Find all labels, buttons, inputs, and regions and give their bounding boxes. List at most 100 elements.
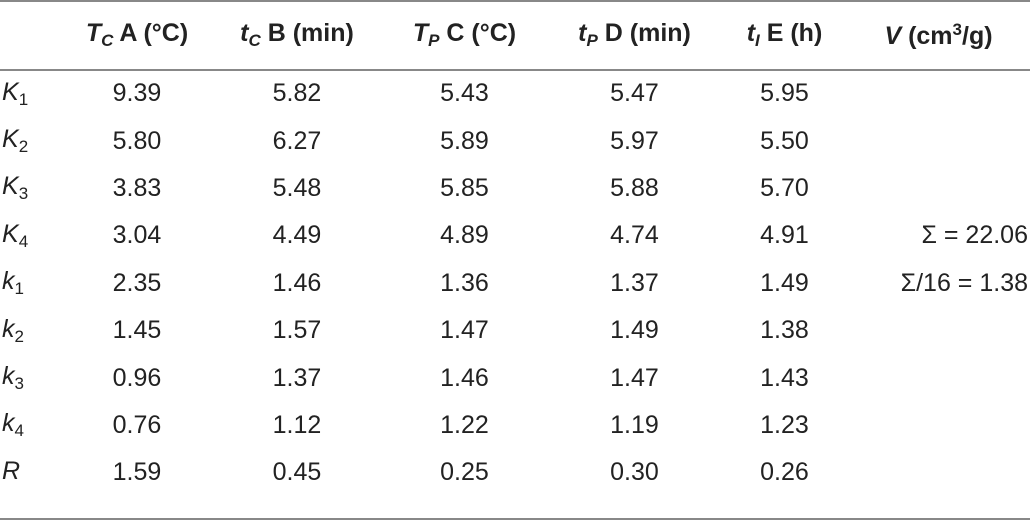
- summary-cell: Σ/16 = 1.38: [900, 268, 1028, 297]
- table-cell: 5.82: [272, 79, 322, 108]
- table-row: K3 3.83 5.48 5.85 5.88 5.70: [0, 165, 1030, 212]
- table-cell: 4.91: [760, 221, 809, 250]
- table-row: k3 0.96 1.37 1.46 1.47 1.43: [0, 354, 1030, 401]
- row-label: k2: [0, 307, 62, 354]
- summary-cell: [847, 307, 1030, 354]
- table-cell: 1.59: [112, 458, 162, 487]
- row-label: K2: [0, 117, 62, 164]
- row-subscript: 3: [18, 184, 29, 204]
- summary-cell: [847, 117, 1030, 164]
- table-cell: 5.95: [760, 79, 809, 108]
- header-subscript: P: [586, 31, 598, 50]
- row-subscript: 1: [14, 279, 24, 299]
- row-subscript: 4: [18, 231, 29, 251]
- header-subscript: C: [248, 31, 261, 50]
- table-cell: 1.46: [272, 268, 322, 297]
- table-cell: 3.83: [112, 173, 162, 202]
- table-cell: 2.35: [112, 268, 162, 297]
- table-cell: 1.47: [610, 363, 659, 392]
- row-label: k3: [0, 354, 62, 401]
- table-cell: 4.49: [272, 221, 322, 250]
- header-symbol: t: [578, 19, 587, 47]
- table-row: R 1.59 0.45 0.25 0.30 0.26: [0, 449, 1030, 496]
- header-superscript: 3: [952, 19, 962, 39]
- table-cell: 1.49: [610, 316, 659, 345]
- row-symbol: k: [2, 267, 15, 296]
- row-subscript: 1: [18, 89, 29, 109]
- header-col-2: tC B (min): [212, 0, 382, 70]
- row-label: R: [0, 449, 62, 496]
- table-cell: 6.27: [272, 126, 322, 155]
- table-row: k2 1.45 1.57 1.47 1.49 1.38: [0, 307, 1030, 354]
- header-rule: [0, 69, 1030, 71]
- table-cell: 5.88: [610, 173, 659, 202]
- row-symbol: k: [2, 362, 15, 391]
- row-symbol: R: [2, 456, 21, 485]
- header-col-1: TC A (°C): [62, 0, 212, 70]
- table-cell: 1.47: [440, 316, 489, 345]
- header-label: E (h): [759, 19, 823, 47]
- header-col-5: tI E (h): [722, 0, 847, 70]
- row-subscript: 2: [18, 137, 29, 157]
- table-cell: 5.47: [610, 79, 659, 108]
- table-cell: 5.97: [610, 126, 659, 155]
- header-col-4: tP D (min): [547, 0, 722, 70]
- table-cell: 1.19: [610, 410, 659, 439]
- table-cell: 1.49: [760, 268, 809, 297]
- header-label: B (min): [260, 19, 354, 47]
- row-subscript: 3: [14, 374, 24, 394]
- table-cell: 1.38: [760, 316, 809, 345]
- table-cell: 5.85: [440, 173, 489, 202]
- row-label: k4: [0, 402, 62, 449]
- table-cell: 5.50: [760, 126, 809, 155]
- header-label-tail: /g): [962, 21, 993, 50]
- header-blank: [0, 0, 62, 70]
- table-cell: 0.25: [440, 458, 489, 487]
- row-symbol: K: [2, 77, 19, 106]
- row-symbol: K: [2, 125, 19, 154]
- row-symbol: k: [2, 314, 15, 343]
- table-row: K4 3.04 4.49 4.89 4.74 4.91 Σ = 22.06: [0, 212, 1030, 259]
- header-symbol: V: [884, 21, 902, 50]
- row-label: K3: [0, 165, 62, 212]
- table-cell: 1.45: [112, 316, 162, 345]
- summary-cell: [847, 402, 1030, 449]
- table-cell: 1.57: [272, 316, 322, 345]
- header-subscript: I: [755, 31, 760, 50]
- table-cell: 0.45: [272, 458, 322, 487]
- results-table: TC A (°C) tC B (min) TP C (°C) tP D (min…: [0, 0, 1030, 497]
- header-label: (cm: [901, 21, 953, 50]
- table-body: K1 9.39 5.82 5.43 5.47 5.95 K2 5.80 6.27 5.89 5.97…: [0, 70, 1030, 497]
- summary-cell: [847, 354, 1030, 401]
- table-cell: 0.26: [760, 458, 809, 487]
- table-cell: 5.48: [272, 173, 322, 202]
- row-subscript: 2: [14, 326, 24, 346]
- header-label: A (°C): [113, 19, 189, 47]
- row-subscript: 4: [14, 421, 24, 441]
- table-cell: 0.96: [112, 363, 162, 392]
- table-top-rule: [0, 0, 1030, 2]
- table-cell: 4.74: [610, 221, 659, 250]
- header-label: C (°C): [439, 19, 517, 47]
- row-label: k1: [0, 260, 62, 307]
- table-row: k1 2.35 1.46 1.36 1.37 1.49 Σ/16 = 1.38: [0, 260, 1030, 307]
- header-col-3: TP C (°C): [382, 0, 547, 70]
- table-cell: 0.76: [112, 410, 162, 439]
- row-symbol: K: [2, 172, 19, 201]
- header-symbol: T: [85, 19, 102, 47]
- table-cell: 1.12: [272, 410, 322, 439]
- header-row: TC A (°C) tC B (min) TP C (°C) tP D (min…: [0, 0, 1030, 70]
- row-symbol: K: [2, 219, 19, 248]
- summary-cell: [847, 165, 1030, 212]
- table-cell: 9.39: [112, 79, 162, 108]
- summary-cell: [847, 70, 1030, 117]
- table-cell: 1.22: [440, 410, 489, 439]
- table-bottom-rule: [0, 518, 1030, 520]
- table-cell: 5.89: [440, 126, 489, 155]
- header-col-6: V (cm3/g): [847, 0, 1030, 70]
- table-cell: 5.43: [440, 79, 489, 108]
- table-row: k4 0.76 1.12 1.22 1.19 1.23: [0, 402, 1030, 449]
- header-symbol: t: [746, 19, 756, 47]
- header-label: D (min): [597, 19, 691, 47]
- table-cell: 1.46: [440, 363, 489, 392]
